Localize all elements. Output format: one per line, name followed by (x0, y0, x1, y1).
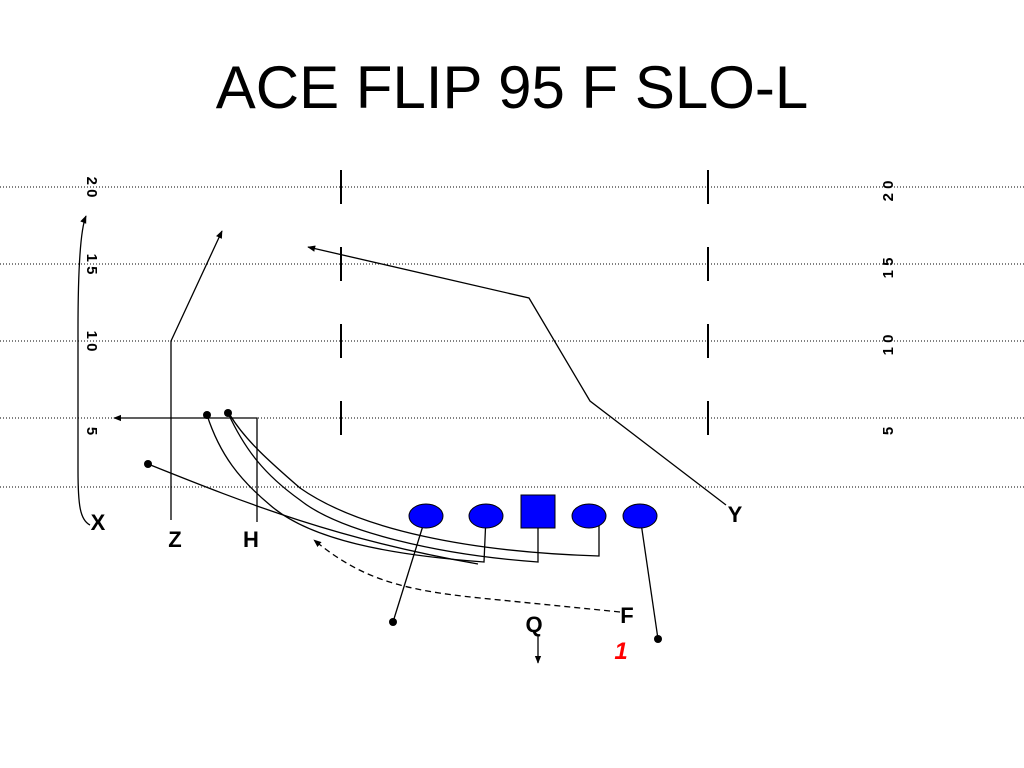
block-point (389, 618, 397, 626)
player-f-label: F (620, 603, 633, 628)
yard-number: 2 0 (880, 181, 897, 202)
left-guard (468, 503, 504, 529)
yard-number: 5 (880, 427, 897, 435)
block-path (229, 414, 600, 557)
read-number: 1 (614, 638, 627, 665)
right-tackle (622, 503, 658, 529)
block-point (654, 635, 662, 643)
z-route (170, 230, 223, 520)
block-point (224, 409, 232, 417)
left-tackle (408, 503, 444, 529)
block-path (206, 414, 487, 563)
block-point (203, 411, 211, 419)
player-y-label: Y (728, 502, 743, 527)
block-path (227, 412, 539, 563)
y-route (307, 245, 727, 506)
page-title: ACE FLIP 95 F SLO-L (215, 54, 809, 121)
hash-marks (340, 170, 709, 435)
yard-lines (0, 186, 1024, 488)
yard-number: 1 0 (880, 335, 897, 356)
f-route (313, 539, 621, 613)
block-points (144, 409, 662, 643)
yard-number: 1 0 (83, 331, 100, 352)
block-path (639, 515, 659, 640)
center (520, 494, 556, 529)
offensive-line (408, 494, 658, 529)
block-path (147, 463, 479, 565)
player-q-label: Q (525, 612, 542, 637)
yard-numbers-right: 2 0 1 5 1 0 5 (880, 181, 897, 436)
right-guard (571, 503, 607, 529)
x-route (77, 215, 91, 526)
yard-numbers-left: 2 0 1 5 1 0 5 (83, 177, 100, 436)
player-h-label: H (243, 527, 259, 552)
h-route (113, 414, 258, 522)
block-point (144, 460, 152, 468)
yard-number: 1 5 (83, 254, 100, 275)
block-path (392, 515, 427, 623)
routes (77, 215, 727, 664)
yard-number: 2 0 (83, 177, 100, 198)
player-x-label: X (91, 510, 106, 535)
player-labels: X Z H Y F Q 1 (91, 502, 743, 665)
yard-number: 1 5 (880, 258, 897, 279)
player-z-label: Z (168, 527, 181, 552)
yard-number: 5 (83, 427, 100, 435)
